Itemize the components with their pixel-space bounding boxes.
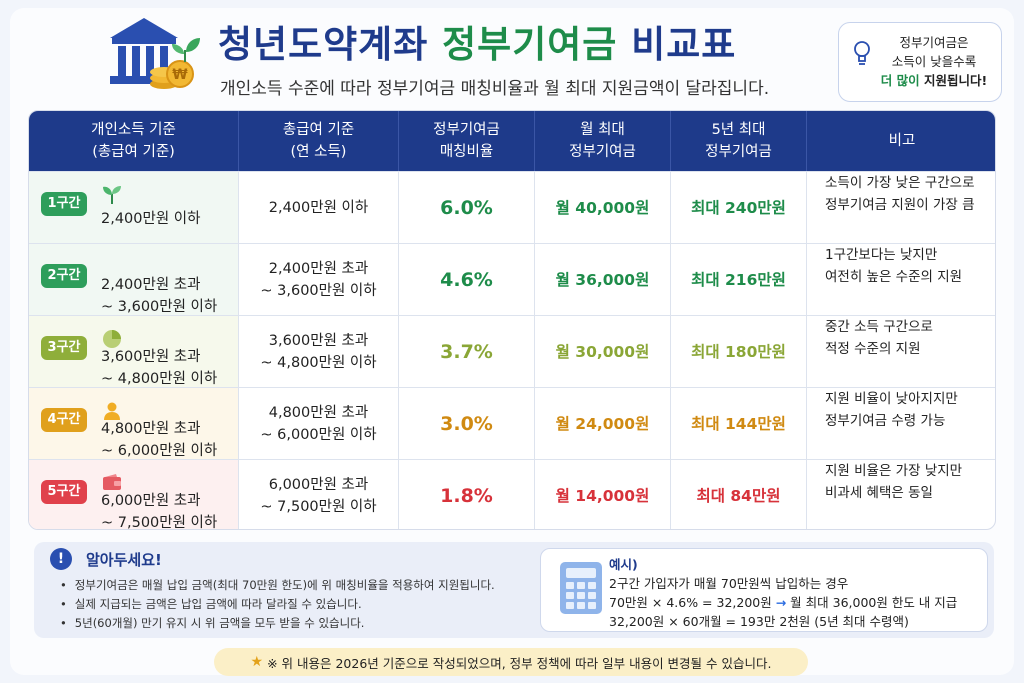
remarks-cell: 지원 비율은 가장 낮지만 비과세 혜택은 동일 xyxy=(825,463,963,501)
bracket-badge: 4구간 xyxy=(41,408,87,432)
monthly-max-cell: 월 40,000원 xyxy=(535,172,671,243)
comparison-table: 개인소득 기준 (총급여 기준) 총급여 기준 (연 소득) 정부기여금 매칭비율 월… xyxy=(28,110,996,530)
person-icon xyxy=(101,400,123,422)
header-remarks: 비고 xyxy=(888,133,916,149)
table-row: 4구간 4,800만원 초과 ~ 6,000만원 이하 4,800만원 초과 ~… xyxy=(29,387,995,459)
remarks-cell: 1구간보다는 낮지만 여전히 높은 수준의 지원 xyxy=(825,247,963,285)
annual-salary-cell: 4,800만원 초과 ~ 6,000만원 이하 xyxy=(239,388,399,459)
example-line-2: 70만원 × 4.6% = 32,200원 → 월 최대 36,000원 한도 … xyxy=(609,595,958,610)
bank-coin-logo-icon: ₩ xyxy=(110,18,200,89)
income-range: 2,400만원 이하 xyxy=(101,211,201,227)
monthly-max-cell: 월 30,000원 xyxy=(535,316,671,387)
lightbulb-icon xyxy=(854,41,870,65)
notice-panel: ! 알아두세요! 정부기여금은 매월 납입 금액(최대 70만원 한도)에 위 … xyxy=(34,542,994,638)
annual-salary-cell: 2,400만원 초과 ~ 3,600만원 이하 xyxy=(239,244,399,315)
table-row: 5구간 6,000만원 초과 ~ 7,500만원 이하 6,000만원 초과 ~… xyxy=(29,459,995,530)
bracket-badge: 3구간 xyxy=(41,336,87,360)
notice-title: 알아두세요! xyxy=(86,551,162,569)
footnote-text: ※ 위 내용은 2026년 기준으로 작성되었으며, 정부 정책에 따라 일부 … xyxy=(267,655,772,671)
remarks-cell: 소득이 가장 낮은 구간으로 정부기여금 지원이 가장 큼 xyxy=(825,175,975,213)
income-range: 2,400만원 초과 ~ 3,600만원 이하 xyxy=(101,277,218,315)
matching-rate-cell: 6.0% xyxy=(399,172,535,243)
matching-rate-cell: 3.7% xyxy=(399,316,535,387)
header-monthly-max: 월 최대 정부기여금 xyxy=(535,111,671,171)
five-year-max-cell: 최대 180만원 xyxy=(671,316,807,387)
remarks-cell: 지원 비율이 낮아지지만 정부기여금 수령 가능 xyxy=(825,391,958,429)
star-icon: ★ xyxy=(250,654,264,670)
monthly-max-cell: 월 36,000원 xyxy=(535,244,671,315)
income-bracket-cell: 4구간 4,800만원 초과 ~ 6,000만원 이하 xyxy=(29,388,239,459)
monthly-max-cell: 월 14,000원 xyxy=(535,460,671,529)
calculator-icon xyxy=(560,562,602,614)
annual-salary-cell: 6,000만원 초과 ~ 7,500만원 이하 xyxy=(239,460,399,529)
example-line-1: 2구간 가입자가 매월 70만원씩 납입하는 경우 xyxy=(609,576,849,591)
monthly-max-cell: 월 24,000원 xyxy=(535,388,671,459)
svg-text:₩: ₩ xyxy=(172,67,188,83)
annual-salary-cell: 2,400만원 이하 xyxy=(239,172,399,243)
bracket-badge: 5구간 xyxy=(41,480,87,504)
page-title: 청년도약계좌 정부기여금 비교표 xyxy=(218,23,737,66)
income-range: 3,600만원 초과 ~ 4,800만원 이하 xyxy=(101,349,218,387)
page-subtitle: 개인소득 수준에 따라 정부기여금 매칭비율과 월 최대 지원금액이 달라집니다… xyxy=(220,79,770,99)
pie-chart-icon xyxy=(101,328,123,350)
income-range: 6,000만원 초과 ~ 7,500만원 이하 xyxy=(101,493,218,530)
header-matching-rate: 정부기여금 매칭비율 xyxy=(399,111,535,171)
arrow-right-icon: → xyxy=(775,595,787,610)
notice-item: 실제 지급되는 금액은 납입 금액에 따라 달라질 수 있습니다. xyxy=(60,595,530,614)
matching-rate-cell: 4.6% xyxy=(399,244,535,315)
footnote-banner: ★ ※ 위 내용은 2026년 기준으로 작성되었으며, 정부 정책에 따라 일… xyxy=(214,648,808,676)
income-bracket-cell: 5구간 6,000만원 초과 ~ 7,500만원 이하 xyxy=(29,460,239,530)
annual-salary-cell: 3,600만원 초과 ~ 4,800만원 이하 xyxy=(239,316,399,387)
example-box: 예시) 2구간 가입자가 매월 70만원씩 납입하는 경우 70만원 × 4.6… xyxy=(540,548,988,632)
header-income-standard: 개인소득 기준 (총급여 기준) xyxy=(29,111,239,171)
remarks-cell: 중간 소득 구간으로 적정 수준의 지원 xyxy=(825,319,933,357)
income-range: 4,800만원 초과 ~ 6,000만원 이하 xyxy=(101,421,218,459)
table-row: 1구간 2,400만원 이하 2,400만원 이하 6.0% 월 40,000원… xyxy=(29,171,995,243)
sprout-icon xyxy=(101,184,123,206)
five-year-max-cell: 최대 144만원 xyxy=(671,388,807,459)
matching-rate-cell: 3.0% xyxy=(399,388,535,459)
example-line-3: 32,200원 × 60개월 = 193만 2천원 (5년 최대 수령액) xyxy=(609,614,909,629)
matching-rate-cell: 1.8% xyxy=(399,460,535,529)
five-year-max-cell: 최대 84만원 xyxy=(671,460,807,529)
income-bracket-cell: 2구간 2,400만원 초과 ~ 3,600만원 이하 xyxy=(29,244,239,315)
table-row: 3구간 3,600만원 초과 ~ 4,800만원 이하 3,600만원 초과 ~… xyxy=(29,315,995,387)
bracket-badge: 1구간 xyxy=(41,192,87,216)
header-five-year-max: 5년 최대 정부기여금 xyxy=(671,111,807,171)
bracket-badge: 2구간 xyxy=(41,264,87,288)
example-title: 예시) xyxy=(609,557,638,572)
notice-item: 정부기여금은 매월 납입 금액(최대 70만원 한도)에 위 매칭비율을 적용하… xyxy=(60,576,530,595)
notice-list: 정부기여금은 매월 납입 금액(최대 70만원 한도)에 위 매칭비율을 적용하… xyxy=(60,576,530,633)
income-bracket-cell: 1구간 2,400만원 이하 xyxy=(29,172,239,243)
tip-box: 정부기여금은 소득이 낮을수록 더 많이 지원됩니다! xyxy=(838,22,1002,102)
five-year-max-cell: 최대 240만원 xyxy=(671,172,807,243)
five-year-max-cell: 최대 216만원 xyxy=(671,244,807,315)
header-annual-salary: 총급여 기준 (연 소득) xyxy=(239,111,399,171)
table-row: 2구간 2,400만원 초과 ~ 3,600만원 이하 2,400만원 초과 ~… xyxy=(29,243,995,315)
notice-item: 5년(60개월) 만기 유지 시 위 금액을 모두 받을 수 있습니다. xyxy=(60,614,530,633)
tip-text: 정부기여금은 소득이 낮을수록 더 많이 지원됩니다! xyxy=(880,35,988,88)
wallet-icon xyxy=(101,472,123,494)
example-text: 예시) 2구간 가입자가 매월 70만원씩 납입하는 경우 70만원 × 4.6… xyxy=(609,555,985,631)
exclamation-icon: ! xyxy=(50,548,72,570)
income-bracket-cell: 3구간 3,600만원 초과 ~ 4,800만원 이하 xyxy=(29,316,239,387)
table-header: 개인소득 기준 (총급여 기준) 총급여 기준 (연 소득) 정부기여금 매칭비율 월… xyxy=(29,111,995,171)
